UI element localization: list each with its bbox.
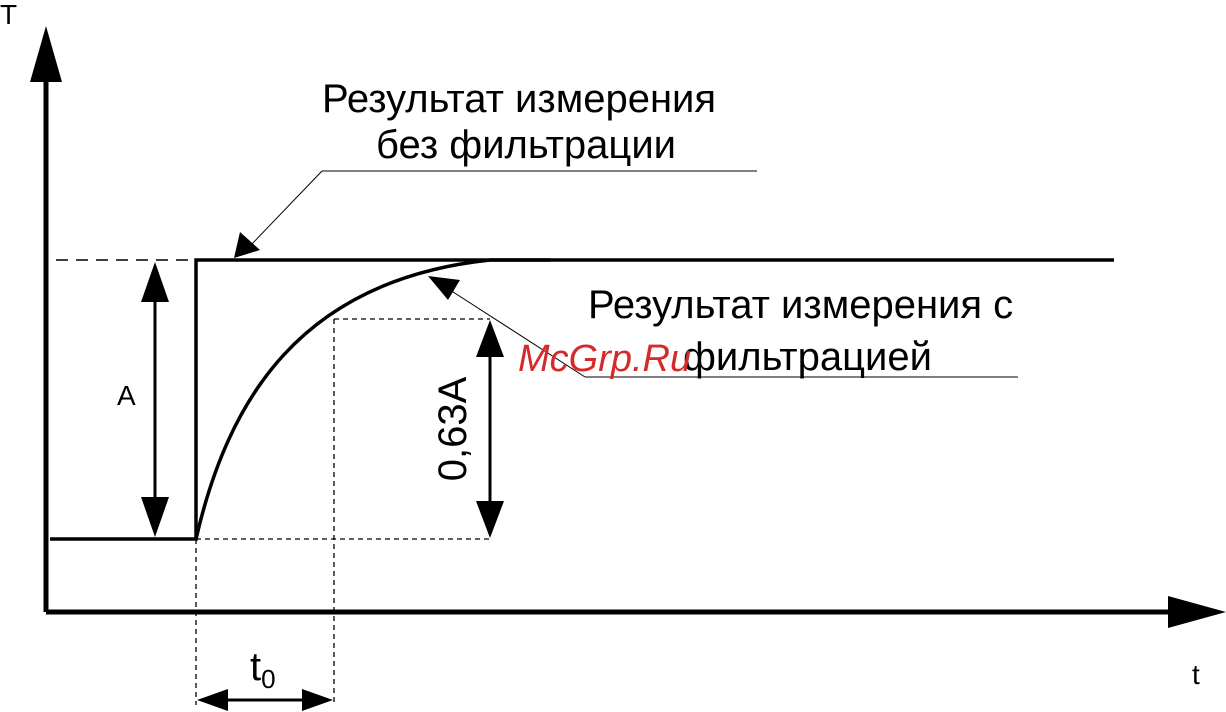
- axes: [30, 26, 1226, 628]
- amplitude-label: A: [117, 380, 136, 411]
- unfiltered-signal-curve: [50, 258, 1114, 541]
- unfiltered-label-line2: без фильтрации: [376, 123, 676, 167]
- time-constant-subscript: 0: [261, 664, 275, 694]
- amplitude-arrow: [141, 262, 169, 537]
- filtered-label-line2: фильтрацией: [683, 335, 932, 379]
- time-constant-label: t0: [250, 645, 276, 694]
- fraction-arrow: [476, 320, 504, 538]
- y-axis-label: T: [0, 0, 17, 30]
- filtered-signal-curve: [194, 258, 550, 540]
- t0-interval-arrow: [197, 689, 333, 711]
- time-constant-main: t: [250, 645, 261, 689]
- unfiltered-callout-leader: [234, 170, 757, 258]
- x-axis-label: t: [1192, 659, 1200, 690]
- x-axis-arrow: [1168, 596, 1226, 628]
- guide-lines: [56, 259, 490, 705]
- watermark-text: McGrp.Ru: [518, 338, 691, 380]
- fraction-label: 0,63A: [431, 376, 475, 481]
- y-axis-arrow: [30, 26, 62, 82]
- filtered-label-line1: Результат измерения с: [588, 283, 1013, 327]
- filtered-callout-leader: [428, 276, 1018, 378]
- unfiltered-label-line1: Результат измерения: [322, 77, 716, 121]
